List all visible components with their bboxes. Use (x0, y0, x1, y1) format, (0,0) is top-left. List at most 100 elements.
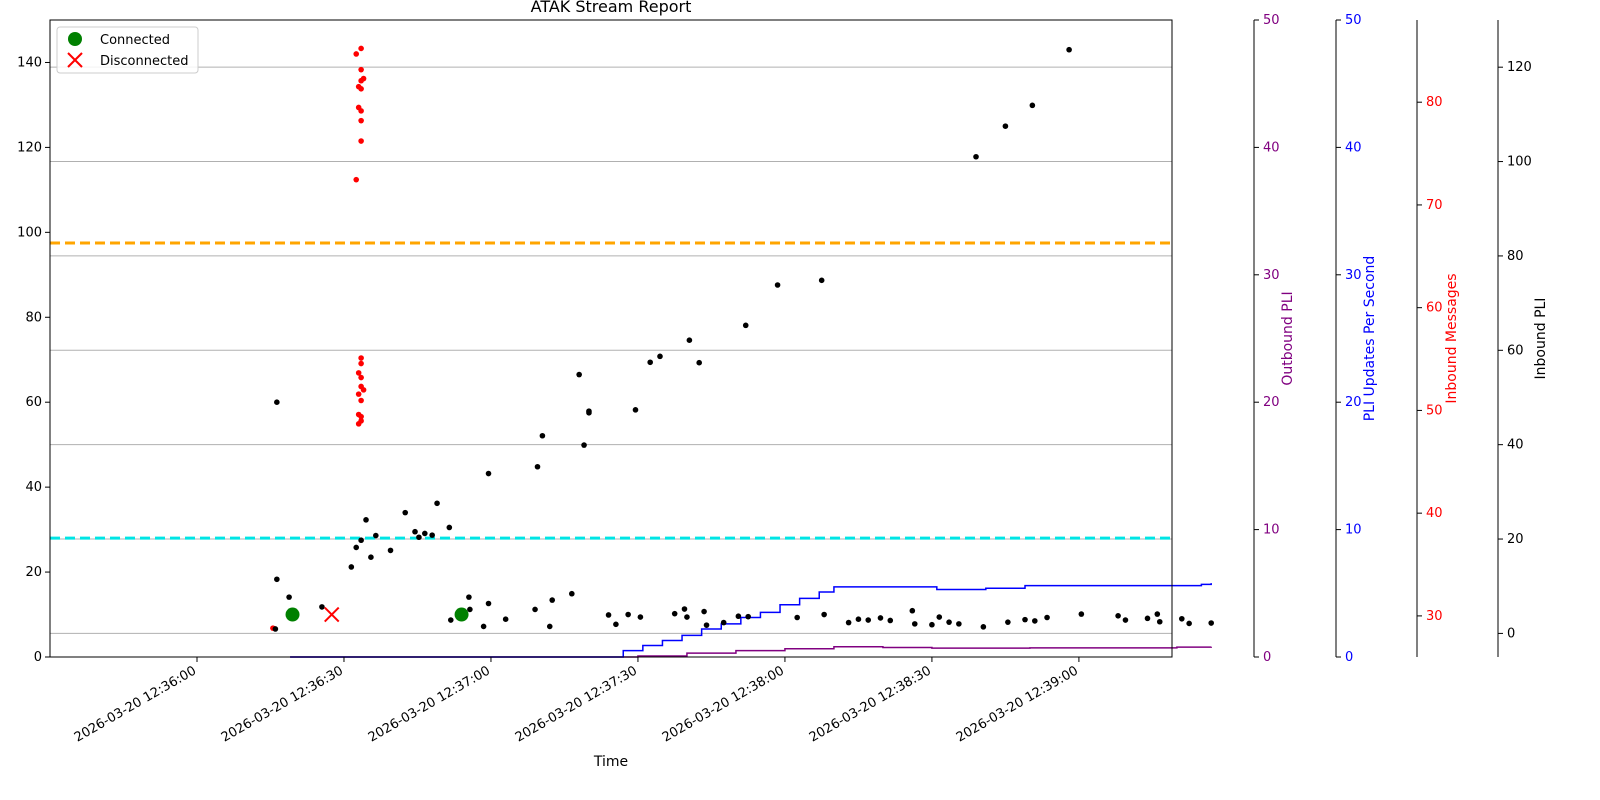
inbound-message-point (358, 108, 364, 114)
inbound-pli-point (671, 610, 678, 617)
right-axis-title: Inbound Messages (1444, 273, 1460, 403)
inbound-pli-point (701, 608, 707, 615)
inbound-pli-point (569, 590, 575, 597)
inbound-message-point (358, 66, 364, 73)
inbound-pli-point (1156, 618, 1163, 625)
inbound-message-point (360, 75, 367, 82)
inbound-pli-point (467, 606, 473, 613)
inbound-pli-point (373, 532, 379, 539)
right-axis-tick-label: 0 (1263, 650, 1271, 665)
inbound-message-point (358, 45, 364, 52)
disconnected-x-stroke (324, 606, 340, 623)
right-axis-tick-label: 100 (1507, 155, 1532, 170)
right-axis-tick-label: 20 (1507, 532, 1524, 547)
inbound-pli-point (1029, 102, 1036, 109)
right-axis-tick-label: 10 (1263, 523, 1280, 538)
inbound-message-point (353, 176, 360, 183)
inbound-message-point (358, 413, 364, 420)
y-tick-label: 120 (17, 140, 42, 155)
inbound-pli-point (368, 554, 374, 561)
right-axis-tick-label: 70 (1426, 198, 1443, 213)
y-tick-label: 100 (17, 225, 42, 240)
inbound-pli-point (735, 613, 742, 620)
inbound-pli-point (1122, 617, 1129, 623)
inbound-message-point (353, 51, 360, 57)
x-tick-label: 2026-03-20 12:37:30 (513, 663, 640, 745)
inbound-pli-point (447, 617, 454, 623)
inbound-pli-point (534, 463, 541, 470)
inbound-pli-point (684, 614, 690, 620)
inbound-message-point (358, 360, 364, 367)
inbound-pli-point (794, 614, 800, 621)
inbound-pli-point (485, 600, 492, 607)
inbound-pli-point (845, 619, 852, 626)
inbound-pli-point (586, 408, 592, 414)
inbound-pli-point (446, 524, 453, 531)
inbound-pli-point (686, 337, 693, 343)
inbound-pli-point (1144, 615, 1151, 622)
connected-event-marker (285, 607, 300, 622)
inbound-message-point (355, 391, 362, 397)
pli-updates-per-second-line (290, 583, 1212, 658)
inbound-pli-point (286, 594, 292, 600)
right-axis-tick-label: 50 (1426, 403, 1443, 418)
inbound-pli-point (1178, 615, 1185, 622)
inbound-pli-point (720, 619, 727, 626)
inbound-pli-point (818, 277, 825, 284)
inbound-pli-point (546, 623, 553, 630)
inbound-pli-point (1044, 614, 1050, 621)
disconnected-event-marker (324, 606, 340, 623)
inbound-message-point (358, 117, 364, 124)
y-tick-label: 0 (34, 650, 42, 665)
right-axis-tick-label: 40 (1426, 506, 1443, 521)
inbound-pli-point (576, 371, 582, 378)
x-tick-label: 2026-03-20 12:36:00 (72, 663, 199, 745)
inbound-pli-point (539, 432, 546, 439)
inbound-pli-point (1115, 613, 1121, 619)
inbound-pli-point (855, 616, 862, 623)
inbound-pli-point (1208, 620, 1214, 626)
inbound-pli-point (348, 564, 355, 570)
inbound-pli-point (274, 576, 280, 583)
right-axis-tick-label: 80 (1507, 249, 1524, 264)
legend-label: Connected (100, 33, 170, 48)
inbound-pli-point (632, 407, 639, 413)
inbound-pli-point (703, 622, 710, 628)
inbound-pli-point (696, 359, 702, 366)
inbound-message-point (358, 374, 364, 381)
right-axis-title: Outbound PLI (1280, 291, 1296, 385)
inbound-pli-point (1154, 611, 1161, 617)
y-tick-label: 140 (17, 55, 42, 70)
right-axis-tick-label: 30 (1426, 609, 1443, 624)
inbound-pli-point (272, 626, 279, 632)
legend: Connected Disconnected (56, 26, 199, 74)
legend-connected-marker (68, 32, 82, 46)
inbound-pli-point (485, 470, 492, 477)
right-axis-tick-label: 120 (1507, 60, 1532, 75)
inbound-pli-point (1186, 620, 1192, 627)
inbound-message-point (358, 138, 364, 144)
inbound-pli-point (434, 500, 440, 507)
y-tick-label: 20 (25, 565, 42, 580)
inbound-pli-point (973, 153, 979, 160)
inbound-message-point (358, 85, 364, 92)
y-tick-label: 60 (25, 395, 42, 410)
inbound-pli-point (429, 532, 435, 538)
inbound-pli-point (956, 621, 962, 627)
inbound-pli-point (936, 614, 943, 620)
inbound-message-point (358, 418, 364, 424)
inbound-pli-point (1078, 611, 1085, 617)
x-tick-label: 2026-03-20 12:39:00 (954, 663, 1081, 745)
inbound-pli-point (581, 442, 587, 448)
inbound-pli-point (613, 621, 619, 628)
inbound-pli-point (742, 322, 749, 329)
inbound-pli-point (1066, 46, 1072, 53)
chart-title: ATAK Stream Report (531, 0, 692, 16)
right-axis-tick-label: 40 (1507, 438, 1524, 453)
right-axis-tick-label: 40 (1263, 140, 1280, 155)
legend-label: Disconnected (100, 54, 188, 69)
inbound-pli-point (774, 282, 781, 288)
x-tick-label: 2026-03-20 12:38:00 (660, 663, 787, 745)
